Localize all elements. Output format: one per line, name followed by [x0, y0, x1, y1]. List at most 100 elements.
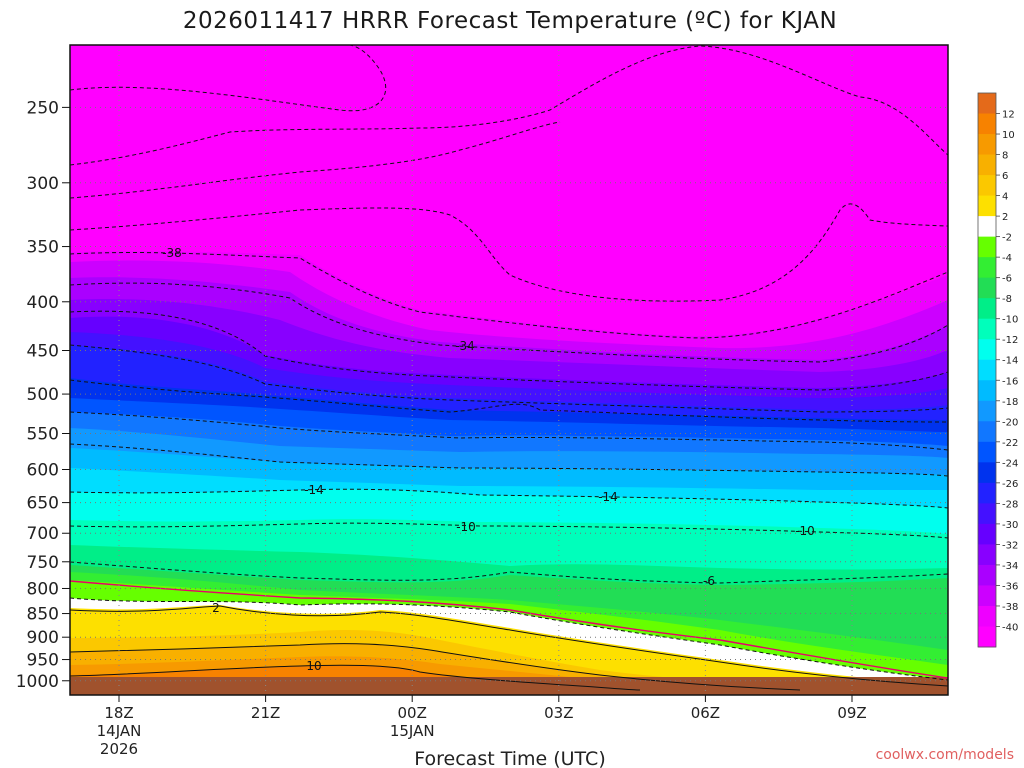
colorbar-tick-label: -40: [1002, 622, 1018, 633]
y-tick-label: 250: [27, 98, 59, 118]
x-tick-sublabel: 14JAN: [97, 722, 142, 740]
y-tick-label: 650: [27, 494, 59, 514]
colorbar-tick-label: -6: [1002, 274, 1012, 285]
colorbar-swatch: [978, 93, 996, 115]
contour-36: [70, 282, 948, 363]
colorbar-swatch: [978, 195, 996, 217]
colorbar-swatch: [978, 134, 996, 156]
colorbar-swatch: [978, 605, 996, 627]
colorbar-swatch: [978, 277, 996, 299]
y-tick-label: 350: [27, 238, 59, 258]
colorbar-tick-label: -24: [1002, 458, 1018, 469]
colorbar-swatch: [978, 175, 996, 197]
colorbar-swatch: [978, 318, 996, 340]
contour-6: [70, 561, 948, 584]
contour-labels: -38 -34 -14 -14 -10 -10 -6 2 10: [162, 246, 815, 673]
x-tick-sublabel: 15JAN: [390, 722, 435, 740]
y-tick-label: 750: [27, 553, 59, 573]
contour-upper-4: [70, 203, 948, 302]
colorbar-frame: [977, 92, 997, 648]
x-tick-sublabel: 2026: [100, 740, 138, 758]
plot-frame: [69, 44, 949, 696]
colorbar-swatch: [978, 339, 996, 361]
contour-label: -34: [455, 339, 475, 353]
colorbar-tick-label: -2: [1002, 233, 1012, 244]
x-tick-label: 03Z: [544, 704, 573, 722]
colorbar-tick-label: -26: [1002, 479, 1018, 490]
colorbar-swatch: [978, 113, 996, 135]
y-tick-label: 550: [27, 424, 59, 444]
contour-38: [70, 252, 948, 339]
colorbar-swatch: [978, 523, 996, 545]
y-tick-label: 950: [27, 651, 59, 671]
contour-34: [70, 310, 948, 391]
colorbar-tick-label: -12: [1002, 335, 1018, 346]
contour-label: -10: [456, 520, 476, 534]
colorbar-tick-label: -28: [1002, 499, 1018, 510]
y-axis: 250 300 350 400 450 500 550 600 650 700 750 800 850 9…: [16, 98, 70, 692]
contour-label: -10: [795, 524, 815, 538]
colorbar-tick-label: -38: [1002, 602, 1018, 613]
colorbar-swatch: [978, 503, 996, 525]
y-tick-label: 850: [27, 605, 59, 625]
contour-30: [70, 344, 948, 413]
contour-upper-3: [70, 121, 561, 199]
plot-area: -38 -34 -14 -14 -10 -10 -6 2 10: [70, 45, 948, 695]
x-tick-label: 06Z: [691, 704, 720, 722]
colorbar-swatch: [978, 441, 996, 463]
colorbar-tick-label: -30: [1002, 520, 1018, 531]
colorbar-tick-label: 6: [1002, 171, 1008, 182]
colorbar-tick-label: -4: [1002, 253, 1012, 264]
colorbar-swatch: [978, 236, 996, 258]
contour-label: 10: [306, 659, 321, 673]
x-tick-label: 21Z: [251, 704, 280, 722]
colorbar-tick-label: -8: [1002, 294, 1012, 305]
grid: [70, 45, 948, 695]
contour-10: [70, 522, 948, 539]
colorbar-swatch: [978, 421, 996, 443]
colorbar-swatch: [978, 257, 996, 279]
colorbar-swatch: [978, 380, 996, 402]
x-tick-label: 09Z: [837, 704, 866, 722]
colorbar-swatch: [978, 298, 996, 320]
contour-solid-4: [70, 643, 801, 691]
y-tick-label: 1000: [16, 672, 59, 692]
contour-label: -14: [598, 490, 618, 504]
contour-26: [70, 379, 948, 423]
colorbar-tick-label: -36: [1002, 581, 1018, 592]
y-tick-label: 600: [27, 460, 59, 480]
contour-label: 2: [212, 601, 220, 615]
colorbar-swatch: [978, 544, 996, 566]
colorbar-tick-label: -18: [1002, 397, 1018, 408]
colorbar-tick-label: -14: [1002, 356, 1018, 367]
contour-upper-2: [70, 45, 948, 166]
y-tick-label: 500: [27, 385, 59, 405]
chart-title: 2026011417 HRRR Forecast Temperature (ºC…: [183, 8, 837, 34]
colorbar-swatch: [978, 585, 996, 607]
colorbar-tick-label: 2: [1002, 212, 1008, 223]
contour-upper-1: [70, 45, 387, 112]
x-axis-label: Forecast Time (UTC): [414, 748, 605, 768]
colorbar-tick-label: -34: [1002, 561, 1018, 572]
colorbar-swatch: [978, 359, 996, 381]
colorbar-swatch: [978, 154, 996, 176]
colorbar-tick-label: -10: [1002, 315, 1018, 326]
contour-label: -14: [304, 483, 324, 497]
colorbar-tick-label: -20: [1002, 417, 1018, 428]
colorbar-swatch: [978, 626, 996, 648]
ground-band: [70, 677, 948, 695]
y-tick-label: 450: [27, 341, 59, 361]
colorbar-tick-label: 12: [1002, 110, 1015, 121]
colorbar-swatch: [978, 482, 996, 504]
y-tick-label: 800: [27, 579, 59, 599]
colorbar-tick-label: 8: [1002, 151, 1008, 162]
contour-22: [70, 411, 948, 451]
contour-14: [70, 488, 948, 509]
x-tick-label: 18Z: [104, 704, 133, 722]
freezing-line: [70, 580, 948, 679]
x-tick-label: 00Z: [398, 704, 427, 722]
contour-solid-8: [70, 664, 641, 691]
y-tick-label: 300: [27, 174, 59, 194]
